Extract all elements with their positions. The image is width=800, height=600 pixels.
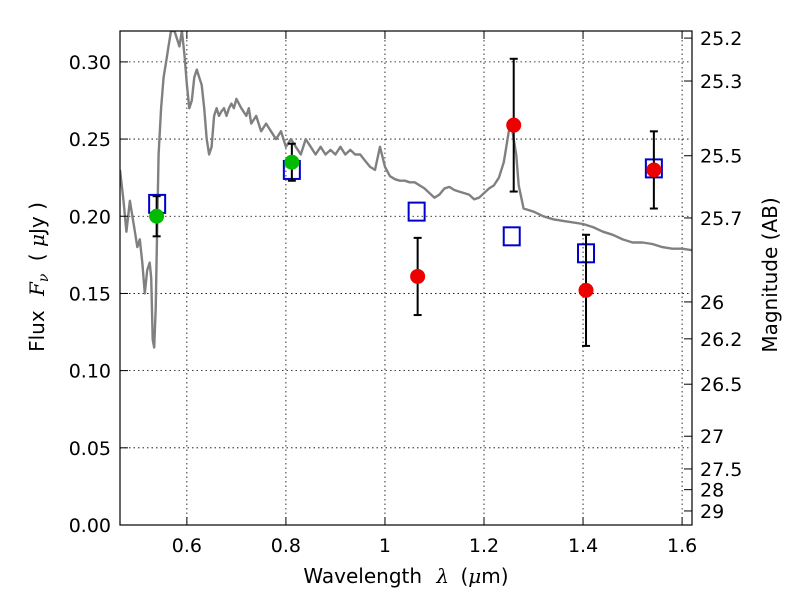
y-axis-title: Flux Fν ( μJy ) xyxy=(25,202,53,352)
y-tick-label: 0.30 xyxy=(69,52,111,74)
magnitude-tick-label: 25.2 xyxy=(700,28,742,50)
y-tick-label: 0.05 xyxy=(69,438,111,460)
y-tick-label: 0.10 xyxy=(69,361,111,383)
green-data-point xyxy=(284,154,300,170)
magnitude-tick-label: 25.5 xyxy=(700,146,742,168)
x-tick-label: 1.4 xyxy=(568,535,598,557)
magnitude-tick-label: 25.3 xyxy=(700,71,742,93)
red-data-point xyxy=(646,162,662,178)
red-data-point xyxy=(506,117,522,133)
model-photometry-square xyxy=(502,226,521,247)
red-data-point xyxy=(410,268,426,284)
red-data-point xyxy=(578,282,594,298)
magnitude-tick-label: 27 xyxy=(700,426,724,448)
secondary-y-axis-title: Magnitude (AB) xyxy=(758,197,782,352)
y-tick-label: 0.25 xyxy=(69,129,111,151)
x-tick-label: 1.2 xyxy=(469,535,499,557)
magnitude-tick-label: 26.5 xyxy=(700,374,742,396)
y-tick-label: 0.20 xyxy=(69,206,111,228)
data-markers xyxy=(148,57,663,347)
magnitude-tick-label: 28 xyxy=(700,480,724,502)
magnitude-tick-label: 29 xyxy=(700,501,724,523)
model-spectrum-line xyxy=(120,31,692,349)
magnitude-tick-label: 26 xyxy=(700,292,724,314)
magnitude-tick-label: 25.7 xyxy=(700,208,742,230)
model-photometry-square xyxy=(407,201,426,222)
model-spectrum-layer xyxy=(120,31,692,349)
x-axis-title: Wavelength λ (μm) xyxy=(303,564,508,588)
x-tick-label: 0.6 xyxy=(172,535,202,557)
grid xyxy=(120,31,692,526)
y-tick-label: 0.15 xyxy=(69,283,111,305)
x-tick-label: 0.8 xyxy=(271,535,301,557)
axes: 0.6 0.8 1 1.2 1.4 1.6 0.00 0.05 0.10 0.15 0.20 0.25… xyxy=(69,28,743,557)
magnitude-tick-label: 27.5 xyxy=(700,459,742,481)
x-tick-label: 1 xyxy=(379,535,391,557)
plot-frame xyxy=(119,30,693,526)
green-data-point xyxy=(149,208,165,224)
magnitude-tick-label: 26.2 xyxy=(700,329,742,351)
x-tick-label: 1.6 xyxy=(667,535,697,557)
y-tick-label: 0.00 xyxy=(69,515,111,537)
